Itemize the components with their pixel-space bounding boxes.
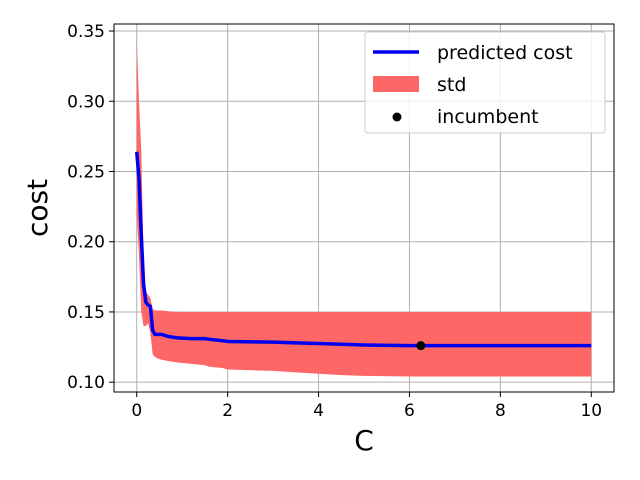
x-tick-label-3: 6	[404, 401, 415, 421]
y-axis-label: cost	[21, 179, 54, 237]
tick-labels: 0 2 4 6 8 10 0.10 0.15 0.20 0.25 0.30 0.35	[67, 22, 602, 421]
y-tick-label-1: 0.15	[67, 303, 105, 323]
y-tick-label-4: 0.30	[67, 92, 105, 112]
x-tick-label-1: 2	[222, 401, 233, 421]
tick-marks	[109, 30, 592, 397]
incumbent-point	[416, 341, 426, 351]
legend-predicted-label: predicted cost	[437, 42, 573, 64]
x-tick-label-4: 8	[495, 401, 506, 421]
predicted-cost-layer	[134, 151, 592, 348]
x-tick-label-0: 0	[131, 401, 142, 421]
legend: predicted cost std incumbent	[364, 31, 606, 134]
legend-incumbent-swatch	[392, 112, 402, 122]
legend-incumbent-label: incumbent	[437, 106, 539, 128]
y-tick-label-2: 0.20	[67, 233, 105, 253]
legend-std-swatch	[373, 76, 419, 92]
y-tick-label-5: 0.35	[67, 22, 105, 42]
y-tick-label-0: 0.10	[67, 373, 105, 393]
x-axis-label: C	[354, 424, 374, 457]
predicted-cost-line	[134, 151, 592, 348]
y-tick-label-3: 0.25	[67, 162, 105, 182]
x-tick-label-5: 10	[580, 401, 602, 421]
incumbent-layer	[416, 341, 426, 351]
std-band	[136, 38, 592, 377]
legend-box	[364, 31, 606, 134]
legend-std-label: std	[437, 74, 466, 96]
x-tick-label-2: 4	[313, 401, 324, 421]
axes-frame	[113, 23, 615, 393]
std-band-layer	[136, 38, 592, 377]
